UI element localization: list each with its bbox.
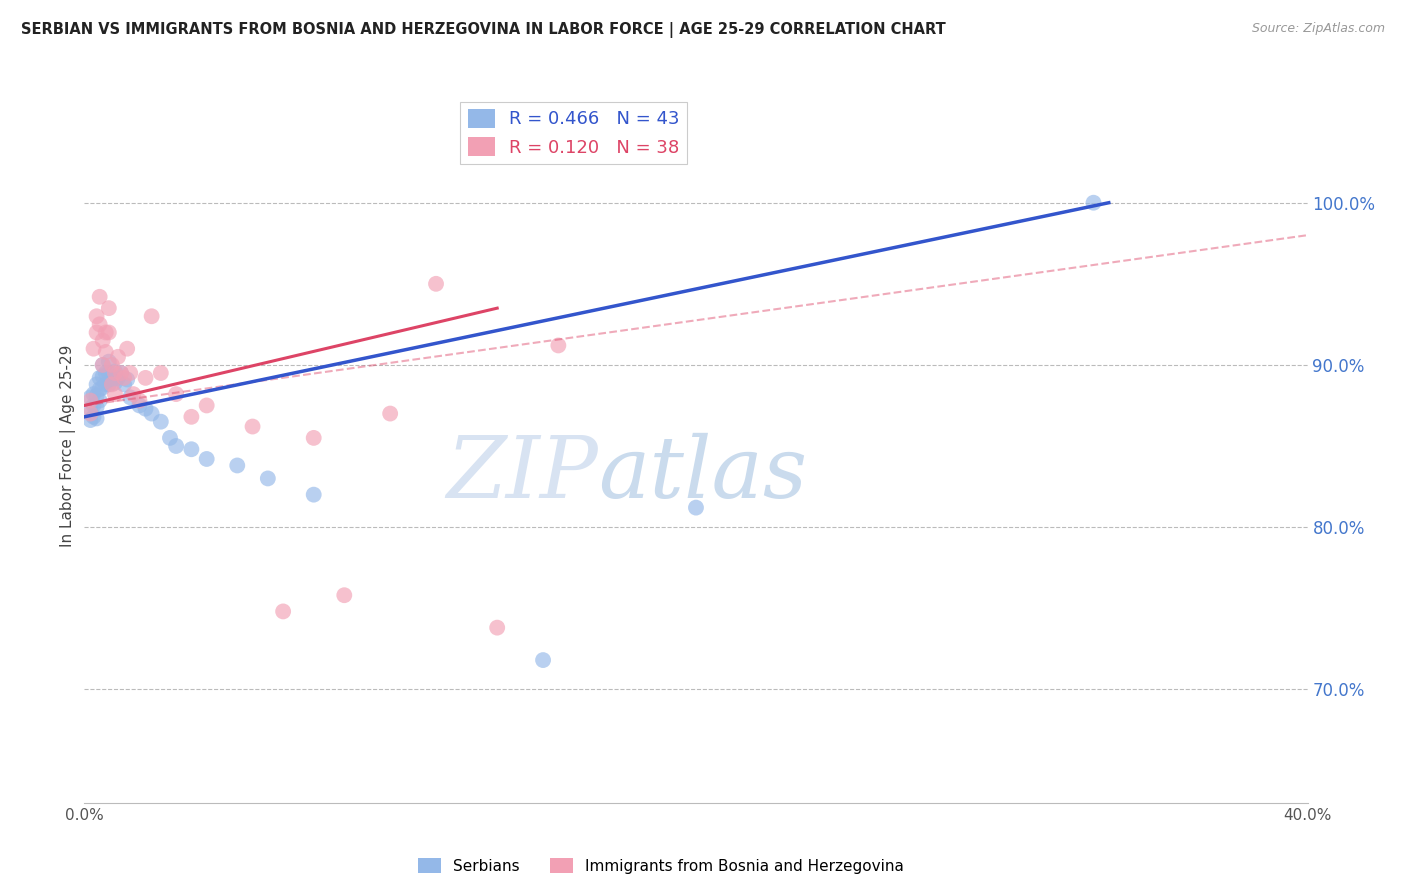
Point — [115, 342, 138, 356]
Point — [531, 653, 554, 667]
Point — [97, 366, 120, 380]
Point — [242, 419, 264, 434]
Point — [86, 377, 108, 392]
Point — [159, 431, 181, 445]
Point — [83, 342, 105, 356]
Point — [101, 377, 124, 392]
Point — [97, 326, 120, 340]
Point — [135, 401, 157, 416]
Point — [112, 371, 135, 385]
Point — [128, 393, 150, 408]
Point — [79, 401, 101, 416]
Point — [79, 413, 101, 427]
Point — [486, 621, 509, 635]
Text: SERBIAN VS IMMIGRANTS FROM BOSNIA AND HERZEGOVINA IN LABOR FORCE | AGE 25-29 COR: SERBIAN VS IMMIGRANTS FROM BOSNIA AND HE… — [21, 22, 946, 38]
Point — [86, 310, 108, 324]
Point — [101, 358, 124, 372]
Point — [115, 372, 138, 386]
Point — [107, 350, 129, 364]
Point — [110, 366, 132, 380]
Point — [120, 390, 142, 404]
Point — [91, 358, 114, 372]
Point — [97, 377, 120, 392]
Point — [89, 393, 111, 408]
Point — [89, 318, 111, 332]
Point — [165, 387, 187, 401]
Point — [94, 366, 117, 380]
Point — [128, 399, 150, 413]
Point — [271, 604, 294, 618]
Point — [302, 488, 325, 502]
Point — [89, 382, 111, 396]
Point — [226, 458, 249, 473]
Point — [86, 389, 108, 403]
Point — [104, 387, 127, 401]
Point — [79, 407, 101, 421]
Point — [110, 366, 132, 380]
Point — [89, 371, 111, 385]
Point — [149, 366, 172, 380]
Point — [83, 399, 105, 413]
Point — [257, 471, 280, 485]
Point — [89, 290, 111, 304]
Point — [101, 372, 124, 386]
Point — [91, 381, 114, 395]
Point — [195, 452, 218, 467]
Y-axis label: In Labor Force | Age 25-29: In Labor Force | Age 25-29 — [60, 345, 76, 547]
Point — [180, 409, 202, 424]
Point — [83, 387, 105, 401]
Point — [94, 345, 117, 359]
Point — [333, 588, 356, 602]
Text: Source: ZipAtlas.com: Source: ZipAtlas.com — [1251, 22, 1385, 36]
Point — [302, 431, 325, 445]
Point — [380, 407, 402, 421]
Text: ZIP: ZIP — [446, 434, 598, 516]
Point — [86, 411, 108, 425]
Point — [122, 387, 145, 401]
Point — [149, 415, 172, 429]
Point — [97, 301, 120, 315]
Point — [425, 277, 447, 291]
Point — [112, 377, 135, 392]
Point — [83, 409, 105, 424]
Point — [91, 358, 114, 372]
Point — [180, 442, 202, 457]
Point — [685, 500, 707, 515]
Point — [195, 399, 218, 413]
Point — [86, 326, 108, 340]
Point — [107, 371, 129, 385]
Point — [141, 407, 163, 421]
Point — [165, 439, 187, 453]
Point — [97, 354, 120, 368]
Text: atlas: atlas — [598, 434, 807, 516]
Point — [79, 393, 101, 408]
Point — [91, 334, 114, 348]
Point — [94, 326, 117, 340]
Point — [91, 369, 114, 384]
Point — [1083, 195, 1105, 210]
Point — [104, 376, 127, 390]
Point — [94, 377, 117, 392]
Point — [104, 364, 127, 378]
Point — [120, 366, 142, 380]
Point — [79, 390, 101, 404]
Point — [104, 366, 127, 380]
Point — [547, 338, 569, 352]
Legend: Serbians, Immigrants from Bosnia and Herzegovina: Serbians, Immigrants from Bosnia and Her… — [412, 852, 910, 880]
Point — [141, 310, 163, 324]
Point — [86, 400, 108, 414]
Point — [135, 371, 157, 385]
Legend: R = 0.466   N = 43, R = 0.120   N = 38: R = 0.466 N = 43, R = 0.120 N = 38 — [460, 102, 688, 164]
